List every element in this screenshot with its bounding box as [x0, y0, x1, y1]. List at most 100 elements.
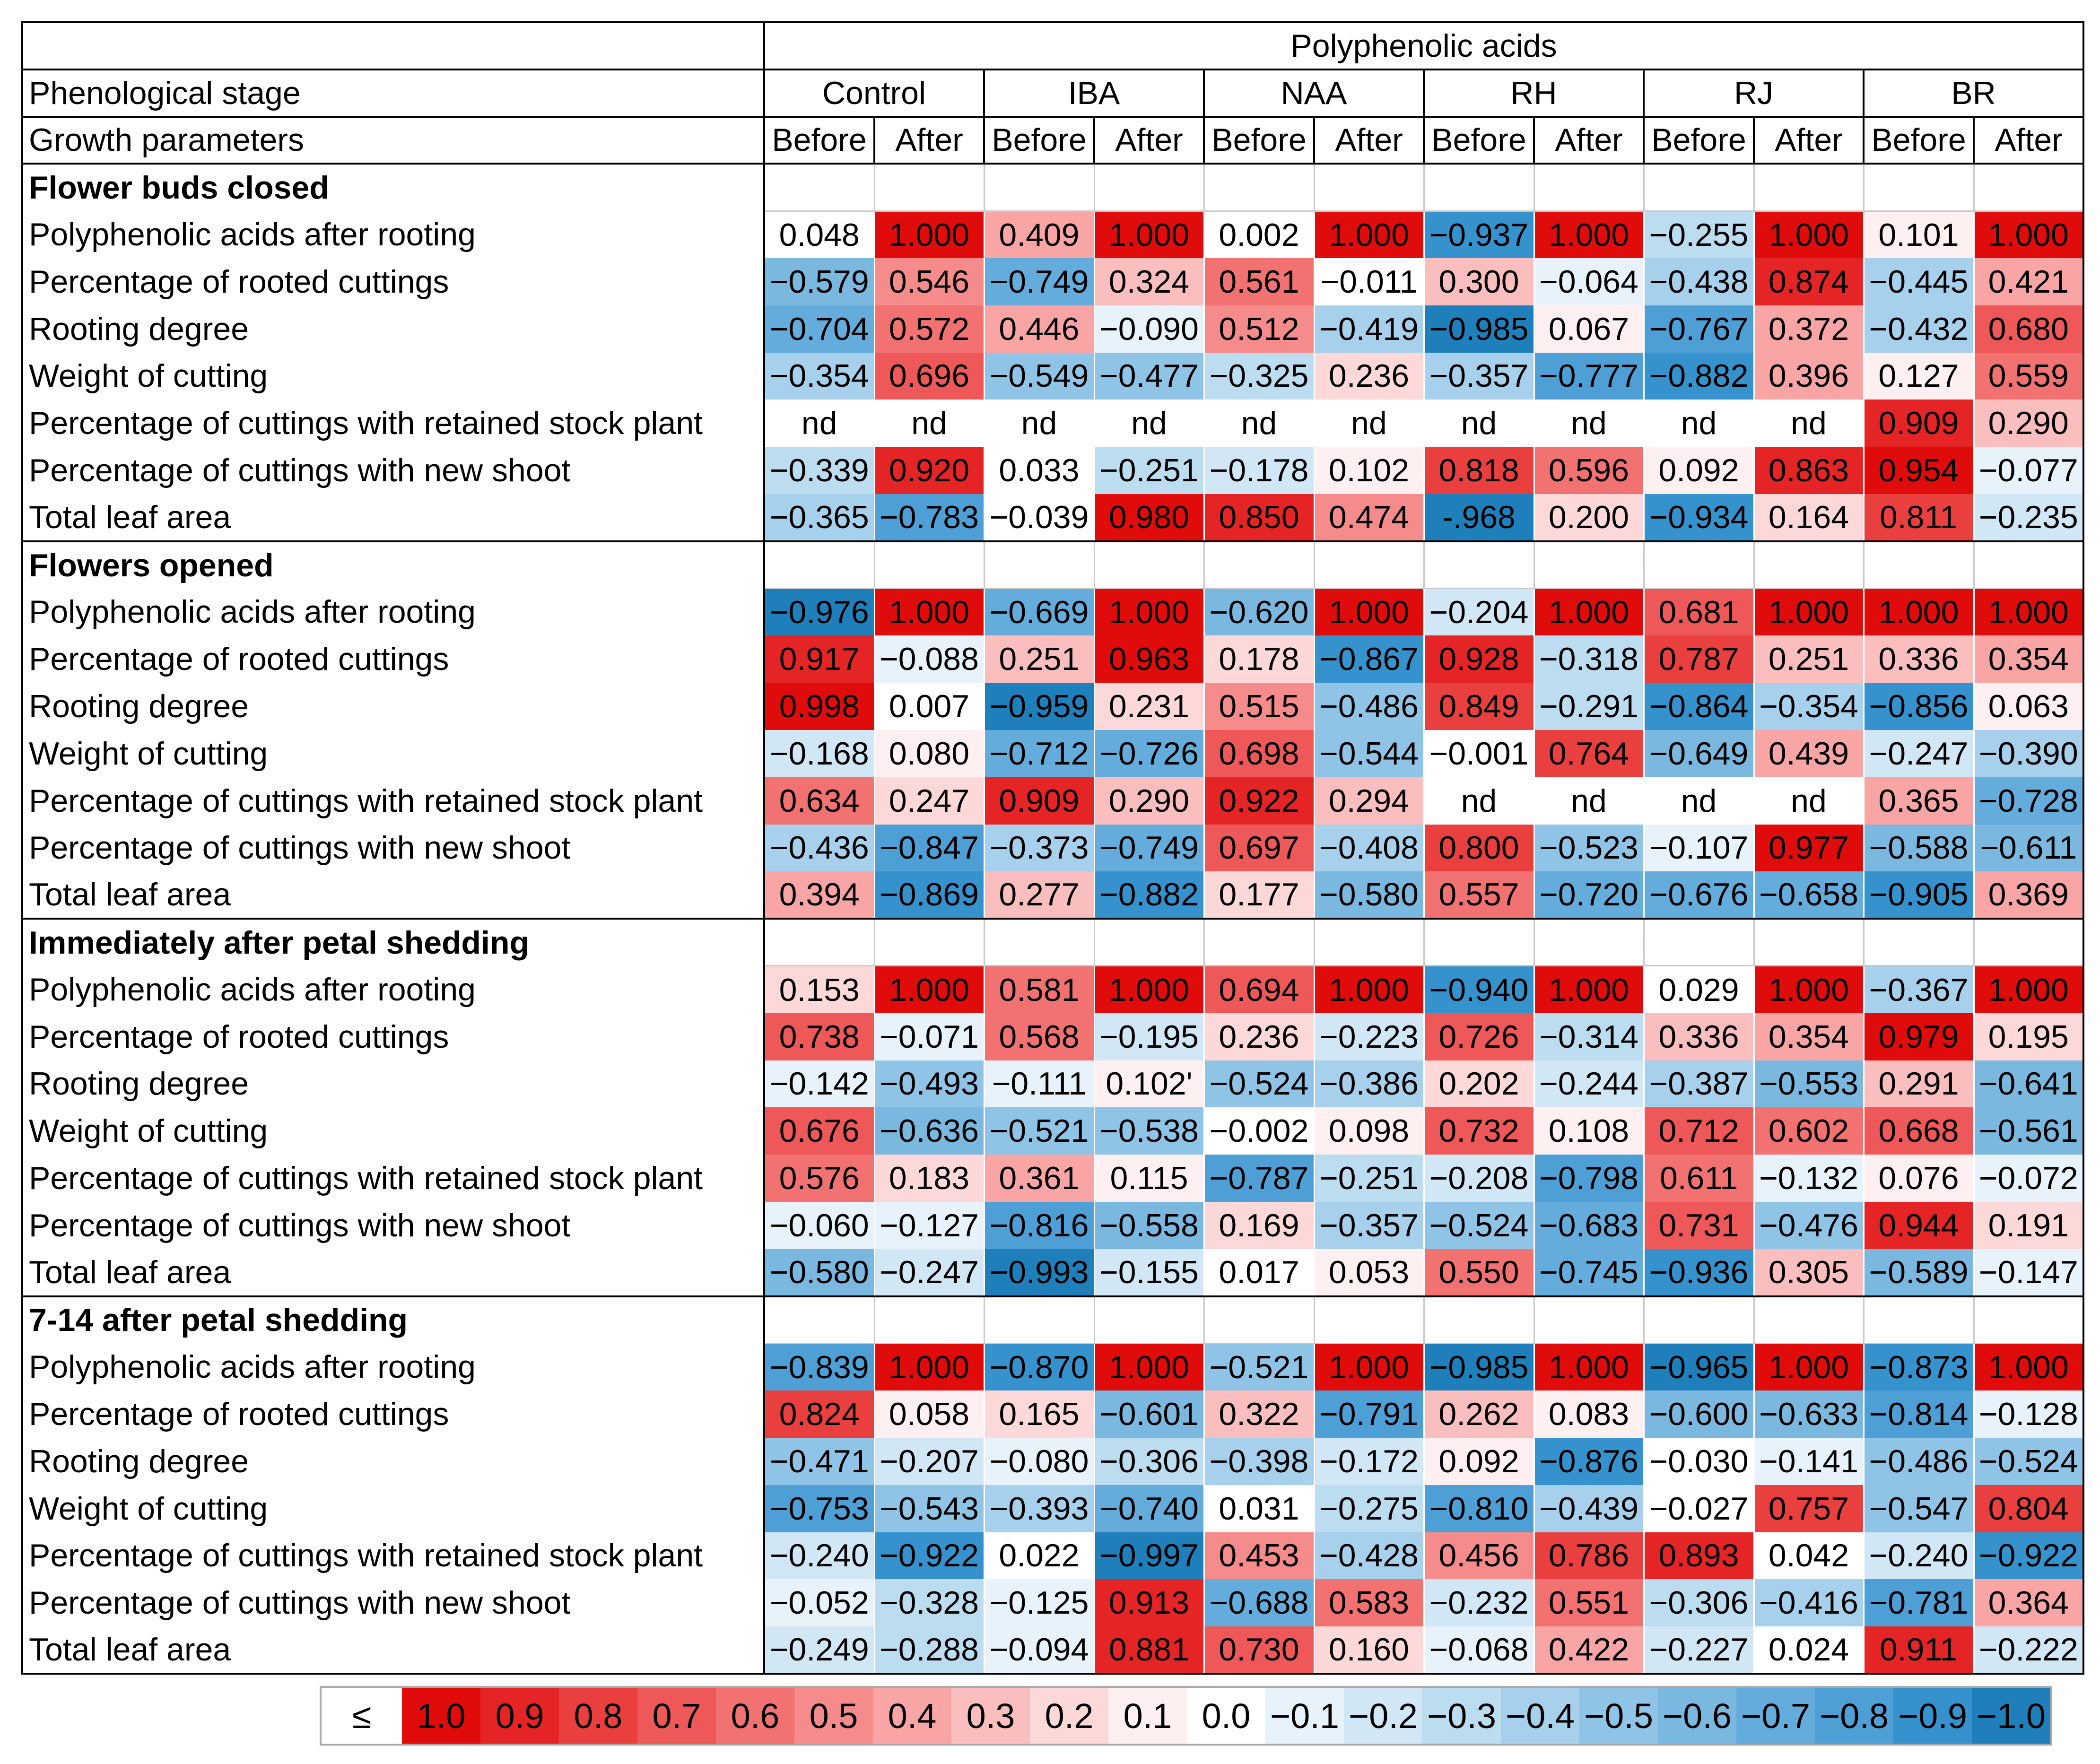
correlation-cell: −0.524	[1974, 1437, 2084, 1485]
correlation-cell: −0.922	[1974, 1532, 2084, 1580]
correlation-cell: −0.882	[1644, 352, 1755, 400]
correlation-cell: 0.786	[1534, 1532, 1645, 1580]
correlation-cell: −0.094	[984, 1626, 1095, 1675]
correlation-cell: −0.204	[1424, 588, 1535, 636]
section-spacer-cell	[1864, 164, 1975, 212]
correlation-cell: 0.596	[1534, 447, 1645, 494]
correlation-cell: 0.017	[1204, 1249, 1315, 1296]
legend-step: −0.3	[1422, 1688, 1501, 1744]
correlation-cell: 1.000	[1754, 1343, 1865, 1391]
correlation-cell: 0.559	[1974, 352, 2084, 400]
correlation-cell: 0.024	[1754, 1626, 1865, 1675]
correlation-cell: nd	[1644, 400, 1755, 447]
correlation-cell: 0.561	[1204, 258, 1315, 305]
correlation-cell: −0.749	[1094, 824, 1205, 872]
color-scale-legend: ≤ 1.0 0.9 0.8 0.7 0.6 0.5 0.4 0.3 0.2 0.1 0.0 −0.1−…	[320, 1686, 2052, 1746]
correlation-cell: −0.649	[1644, 730, 1755, 777]
correlation-cell: −0.922	[874, 1532, 985, 1580]
correlation-cell: −0.249	[764, 1626, 875, 1675]
data-row: Polyphenolic acids after rooting −0.839 1.…	[21, 1343, 2084, 1391]
correlation-cell: 0.512	[1204, 305, 1315, 353]
correlation-cell: −0.208	[1424, 1155, 1535, 1202]
row-label: Percentage of cuttings with new shoot	[21, 1579, 765, 1627]
correlation-cell: −0.306	[1644, 1579, 1755, 1627]
section-spacer-cell	[984, 918, 1095, 967]
correlation-cell: 1.000	[1314, 211, 1425, 258]
correlation-cell: −0.471	[764, 1437, 875, 1485]
after-subheader: After	[1534, 116, 1645, 165]
correlation-cell: 0.102	[1314, 447, 1425, 494]
correlation-cell: 0.811	[1864, 494, 1975, 541]
section-spacer-cell	[1754, 1295, 1865, 1344]
correlation-cell: −0.521	[984, 1107, 1095, 1155]
correlation-cell: −0.965	[1644, 1343, 1755, 1391]
correlation-cell: 0.290	[1974, 400, 2084, 447]
legend-step: 0.8	[559, 1688, 637, 1744]
section-spacer-cell	[1864, 1295, 1975, 1344]
correlation-cell: −0.749	[984, 258, 1095, 305]
correlation-cell: −0.787	[1204, 1155, 1315, 1202]
correlation-cell: 1.000	[874, 588, 985, 636]
correlation-cell: 0.022	[984, 1532, 1095, 1580]
correlation-cell: 0.305	[1754, 1249, 1865, 1296]
section-spacer-cell	[1864, 540, 1975, 590]
section-spacer-cell	[1314, 164, 1425, 212]
correlation-cell: 0.920	[874, 447, 985, 494]
section-title: Flower buds closed	[21, 164, 765, 211]
correlation-cell: −0.561	[1974, 1107, 2084, 1155]
correlation-cell: −0.387	[1644, 1060, 1755, 1108]
correlation-cell: −0.959	[984, 683, 1095, 730]
correlation-cell: −0.636	[874, 1107, 985, 1155]
row-label: Percentage of rooted cuttings	[21, 1013, 765, 1060]
correlation-cell: −0.227	[1644, 1626, 1755, 1675]
data-row: Polyphenolic acids after rooting 0.048 1.0…	[21, 211, 2084, 258]
correlation-cell: −0.816	[984, 1201, 1095, 1249]
data-row: Rooting degree −0.704 0.572 0.446 −0.090 0.51…	[21, 305, 2084, 353]
data-row: Percentage of cuttings with new shoot −0.…	[21, 1579, 2084, 1627]
correlation-cell: 1.000	[1314, 588, 1425, 636]
correlation-cell: −0.039	[984, 494, 1095, 541]
legend-step: 0.4	[873, 1688, 951, 1744]
correlation-cell: 1.000	[1754, 588, 1865, 636]
correlation-cell: −0.810	[1424, 1485, 1535, 1532]
section-spacer-cell	[1204, 164, 1315, 212]
correlation-cell: −0.306	[1094, 1437, 1205, 1485]
correlation-cell: −0.486	[1314, 683, 1425, 730]
correlation-cell: −0.547	[1864, 1485, 1975, 1532]
section-spacer-cell	[764, 164, 875, 212]
correlation-cell: 0.922	[1204, 777, 1315, 825]
correlation-cell: 0.092	[1424, 1437, 1535, 1485]
legend-step: 1.0	[402, 1688, 480, 1744]
correlation-cell: 1.000	[1974, 588, 2084, 636]
section-spacer-cell	[1754, 540, 1865, 590]
correlation-cell: −0.538	[1094, 1107, 1205, 1155]
section-spacer-cell	[1864, 918, 1975, 967]
correlation-cell: 1.000	[1974, 1343, 2084, 1391]
correlation-cell: −0.985	[1424, 305, 1535, 353]
section-spacer-cell	[1644, 1295, 1755, 1344]
correlation-cell: 0.863	[1754, 447, 1865, 494]
treatment-header-iba: IBA	[984, 69, 1205, 118]
section-spacer-cell	[1204, 1295, 1315, 1344]
legend-step: 0.7	[637, 1688, 716, 1744]
data-row: Polyphenolic acids after rooting 0.153 1.0…	[21, 965, 2084, 1013]
correlation-cell: 0.421	[1974, 258, 2084, 305]
section-spacer-cell	[984, 540, 1095, 590]
data-row: Percentage of cuttings with new shoot −0.…	[21, 447, 2084, 494]
correlation-cell: −0.318	[1534, 635, 1645, 683]
correlation-cell: −0.235	[1974, 494, 2084, 541]
row-label: Weight of cutting	[21, 1485, 765, 1532]
correlation-cell: 0.231	[1094, 683, 1205, 730]
after-subheader: After	[1754, 116, 1865, 165]
section-spacer-cell	[1754, 918, 1865, 967]
correlation-cell: 0.911	[1864, 1626, 1975, 1675]
correlation-cell: 1.000	[1094, 211, 1205, 258]
correlation-cell: 0.290	[1094, 777, 1205, 825]
correlation-cell: 0.453	[1204, 1532, 1315, 1580]
correlation-cell: −0.688	[1204, 1579, 1315, 1627]
correlation-cell: 0.893	[1644, 1532, 1755, 1580]
section-spacer-cell	[1974, 1295, 2084, 1344]
after-subheader: After	[874, 116, 985, 165]
legend-step: −0.2	[1344, 1688, 1422, 1744]
correlation-cell: 0.680	[1974, 305, 2084, 353]
